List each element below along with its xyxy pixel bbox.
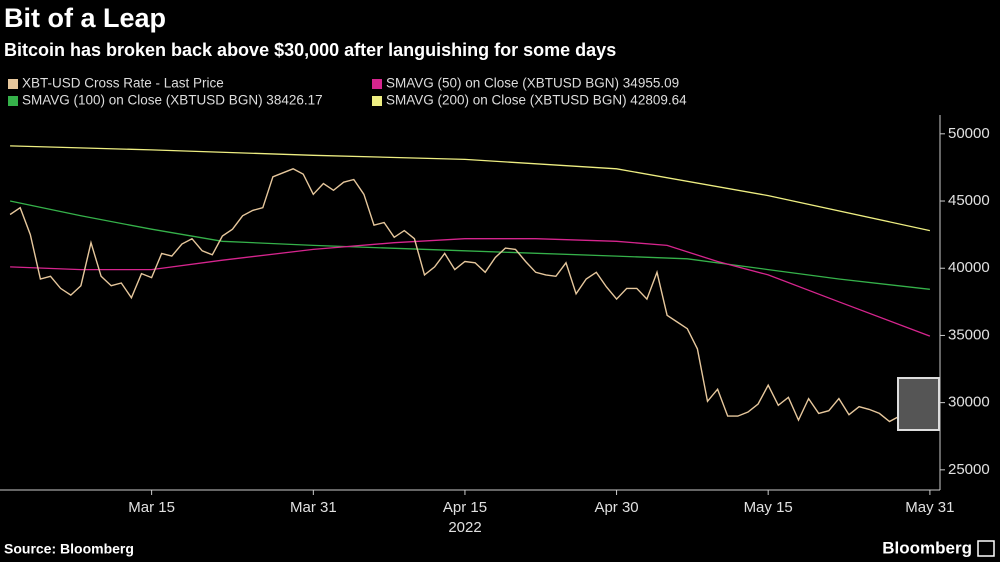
sma-line	[10, 238, 931, 337]
y-tick-label: 50000	[948, 125, 990, 142]
legend-swatch	[8, 96, 18, 106]
chart-title: Bit of a Leap	[4, 3, 166, 33]
brand: Bloomberg	[882, 538, 972, 557]
x-tick-label: Apr 30	[594, 499, 638, 516]
y-tick-label: 45000	[948, 192, 990, 209]
y-tick-label: 25000	[948, 461, 990, 478]
x-tick-label: Mar 31	[290, 499, 337, 516]
y-tick-label: 40000	[948, 259, 990, 276]
x-tick-label: Mar 15	[128, 499, 175, 516]
legend-label: SMAVG (50) on Close (XBTUSD BGN) 34955.0…	[386, 76, 679, 91]
legend-swatch	[372, 96, 382, 106]
legend-label: SMAVG (100) on Close (XBTUSD BGN) 38426.…	[22, 93, 323, 108]
x-year-label: 2022	[448, 519, 481, 536]
highlight-box	[897, 377, 940, 431]
sma-line	[9, 200, 930, 290]
chart-subtitle: Bitcoin has broken back above $30,000 af…	[4, 40, 616, 60]
y-tick-label: 30000	[948, 394, 990, 411]
x-tick-label: May 31	[905, 499, 954, 516]
source: Source: Bloomberg	[4, 541, 134, 557]
sma-line	[10, 145, 931, 232]
legend-label: SMAVG (200) on Close (XBTUSD BGN) 42809.…	[386, 93, 687, 108]
legend-swatch	[372, 79, 382, 89]
x-tick-label: May 15	[744, 499, 793, 516]
price-line	[9, 168, 931, 423]
y-tick-label: 35000	[948, 326, 990, 343]
legend-label: XBT-USD Cross Rate - Last Price	[22, 76, 224, 91]
x-tick-label: Apr 15	[443, 499, 487, 516]
brand-icon	[977, 540, 995, 557]
legend-swatch	[8, 79, 18, 89]
